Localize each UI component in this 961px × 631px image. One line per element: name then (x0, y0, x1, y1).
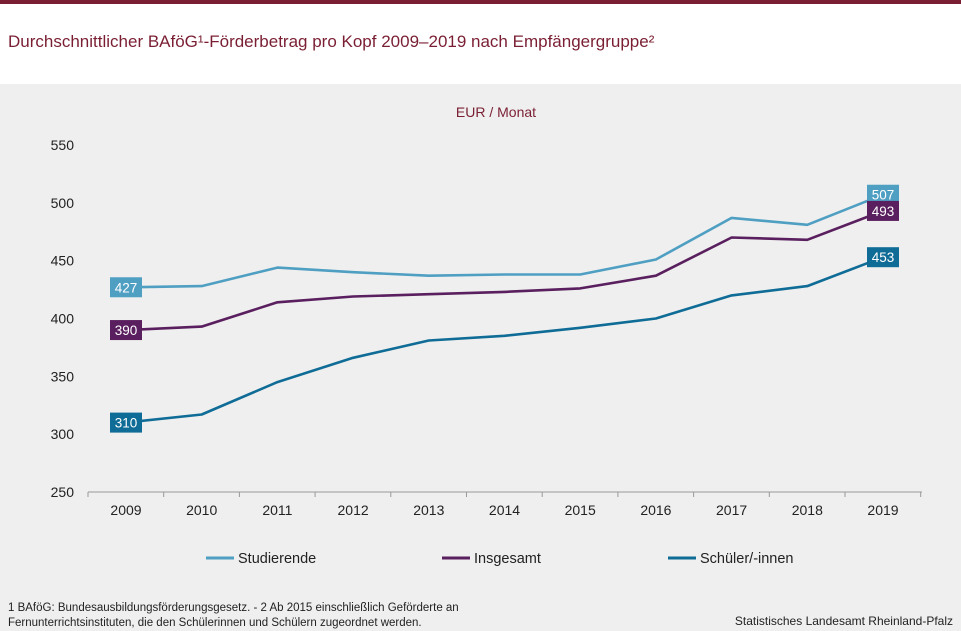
data-label-box (867, 247, 899, 268)
y-tick-label: 400 (51, 311, 75, 327)
y-tick-label: 500 (51, 195, 75, 211)
data-label-box (110, 277, 142, 298)
source-note: Statistisches Landesamt Rheinland-Pfalz (734, 614, 953, 628)
data-label-box (110, 412, 142, 433)
header-rule (0, 0, 961, 4)
y-tick-label: 550 (51, 137, 75, 153)
chart-panel: EUR / Monat 250 300 350 400 450 500 550 2009 2010… (0, 84, 961, 631)
x-tick-label: 2018 (792, 502, 823, 518)
legend-label: Insgesamt (474, 551, 541, 567)
legend-label: Studierende (238, 551, 316, 567)
chart-title: Durchschnittlicher BAföG¹-Förderbetrag p… (8, 32, 655, 51)
x-tick-label: 2010 (186, 502, 217, 518)
data-label: 427 (115, 280, 138, 295)
y-unit-label: EUR / Monat (456, 104, 536, 120)
x-tick-label: 2016 (640, 502, 671, 518)
data-label: 453 (872, 250, 895, 265)
data-label: 493 (872, 204, 895, 219)
x-tick-label: 2013 (413, 502, 444, 518)
x-tick-label: 2014 (489, 502, 520, 518)
x-tick-label: 2019 (867, 502, 898, 518)
data-label: 390 (115, 323, 138, 338)
x-tick-label: 2009 (110, 502, 141, 518)
x-tick-label: 2012 (338, 502, 369, 518)
line-chart: EUR / Monat 250 300 350 400 450 500 550 2009 2010… (51, 104, 922, 567)
footnote: 1 BAföG: Bundesausbildungsförderungsgese… (8, 602, 459, 629)
data-label-box (867, 184, 899, 205)
series-line-2 (125, 255, 884, 424)
series-line-1 (125, 209, 884, 332)
y-tick-label: 250 (51, 484, 75, 500)
legend-label: Schüler/-innen (700, 551, 794, 567)
data-label: 507 (872, 188, 895, 203)
data-label-box (867, 200, 899, 221)
y-tick-label: 300 (51, 426, 75, 442)
data-label-box (110, 320, 142, 341)
y-tick-label: 450 (51, 253, 75, 269)
x-tick-label: 2017 (716, 502, 747, 518)
data-label: 310 (115, 416, 138, 431)
y-tick-label: 350 (51, 368, 75, 384)
x-tick-label: 2015 (565, 502, 596, 518)
series-line-0 (125, 193, 884, 289)
x-tick-label: 2011 (262, 502, 292, 518)
